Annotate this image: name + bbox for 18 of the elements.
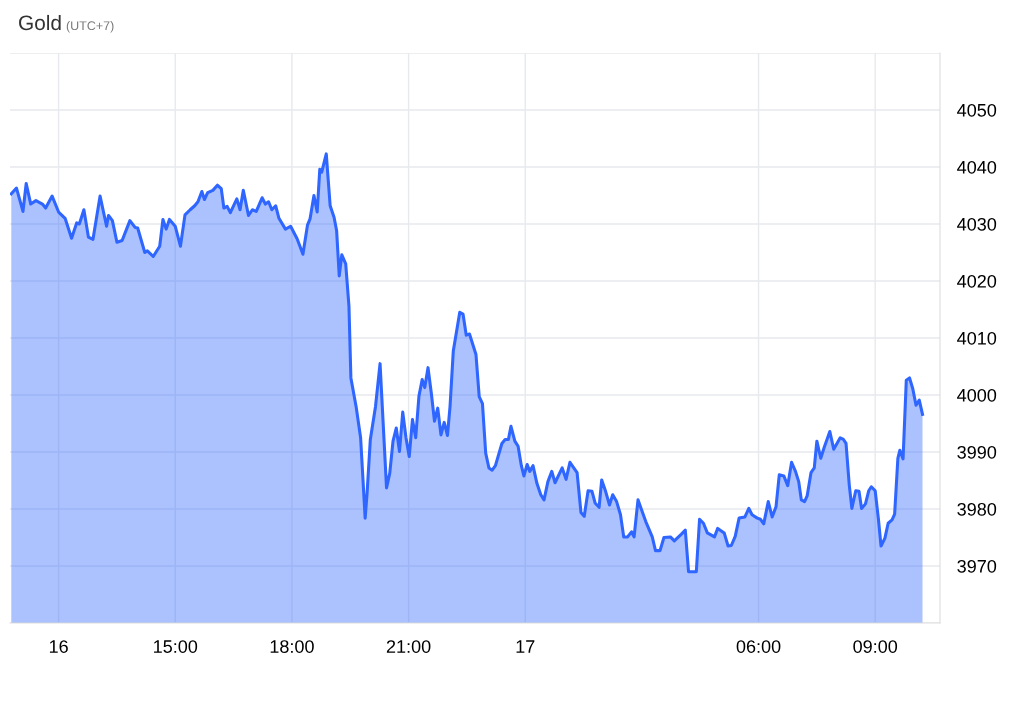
- y-tick-label: 4040: [957, 160, 997, 174]
- y-tick-label: 3980: [957, 502, 997, 516]
- chart-subtitle: (UTC+7): [66, 20, 114, 33]
- x-tick-label: 17: [516, 640, 535, 653]
- y-tick-label: 4030: [957, 217, 997, 231]
- y-tick-label: 4000: [957, 388, 997, 402]
- x-tick-label: 21:00: [386, 640, 431, 653]
- x-tick-label: 09:00: [853, 640, 898, 653]
- chart-title: Gold: [19, 14, 61, 31]
- x-tick-label: 15:00: [154, 640, 198, 653]
- y-tick-label: 4050: [957, 103, 997, 117]
- y-tick-label: 3970: [957, 559, 997, 573]
- x-tick-label: 18:00: [270, 640, 314, 653]
- x-tick-label: 16: [49, 640, 68, 653]
- y-tick-label: 3990: [957, 445, 997, 459]
- x-tick-label: 06:00: [736, 640, 781, 653]
- y-tick-label: 4020: [957, 274, 997, 288]
- y-tick-label: 4010: [957, 331, 997, 345]
